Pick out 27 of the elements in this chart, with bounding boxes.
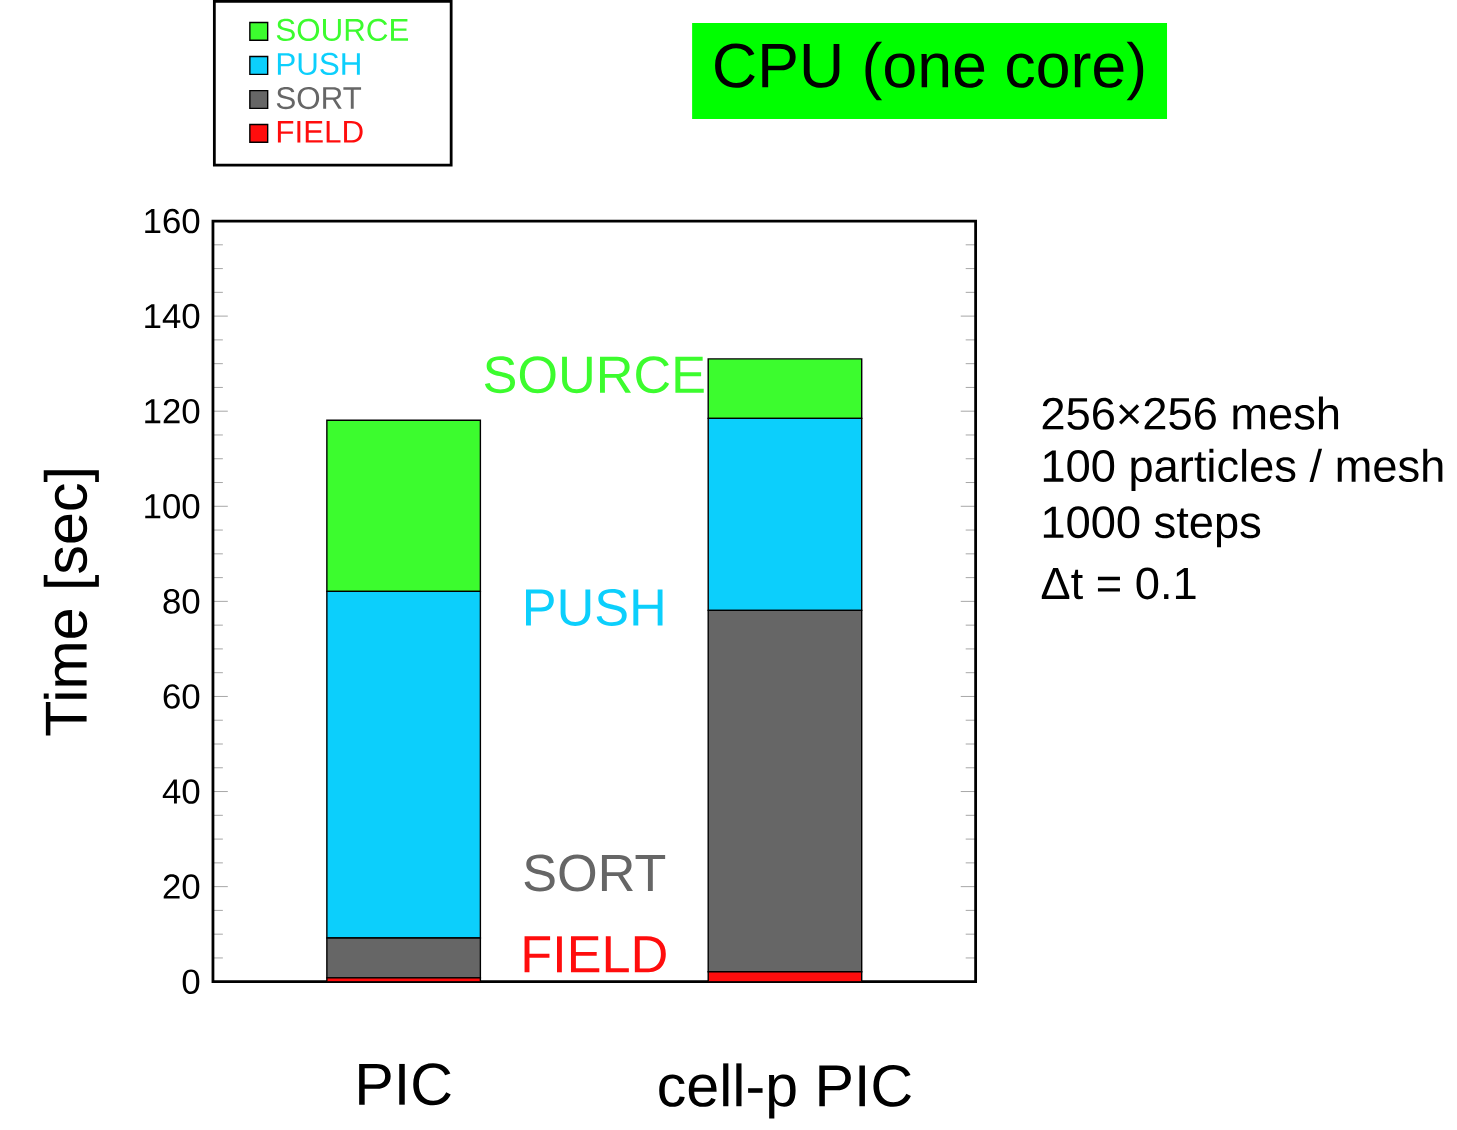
y-tick-label: 0: [182, 969, 200, 994]
x-tick-label: cell-p PIC: [659, 1063, 911, 1119]
annotation: PUSH: [526, 588, 663, 626]
bar: [326, 937, 482, 979]
legend-label: FIELD: [277, 120, 363, 143]
legend-label: SORT: [276, 86, 362, 110]
annotation: SOURCE: [484, 356, 704, 394]
y-tick-label: 60: [163, 684, 200, 709]
y-tick-label: 20: [163, 874, 200, 899]
y-tick-label: 40: [162, 779, 200, 804]
y-tick-label: 140: [145, 303, 200, 329]
bar: [707, 609, 863, 973]
text: Δt = 0.1: [1041, 567, 1196, 600]
y-axis-title: Time [sec]: [43, 470, 99, 736]
y-tick-label: 120: [145, 398, 200, 424]
annotation: FIELD: [524, 936, 666, 973]
legend-label: PUSH: [277, 52, 360, 76]
chart-title: CPU (one core): [715, 41, 1144, 101]
text: 100 particles / mesh: [1043, 448, 1443, 491]
legend-label: SOURCE: [276, 18, 409, 41]
text: 1000 steps: [1043, 506, 1261, 548]
y-tick-label: 100: [145, 493, 200, 519]
y-tick-label: 160: [145, 208, 200, 234]
annotation: SORT: [524, 854, 666, 892]
y-tick-label: 80: [163, 589, 200, 614]
x-tick-label: PIC: [359, 1063, 451, 1106]
text: 256×256 mesh: [1042, 396, 1339, 430]
